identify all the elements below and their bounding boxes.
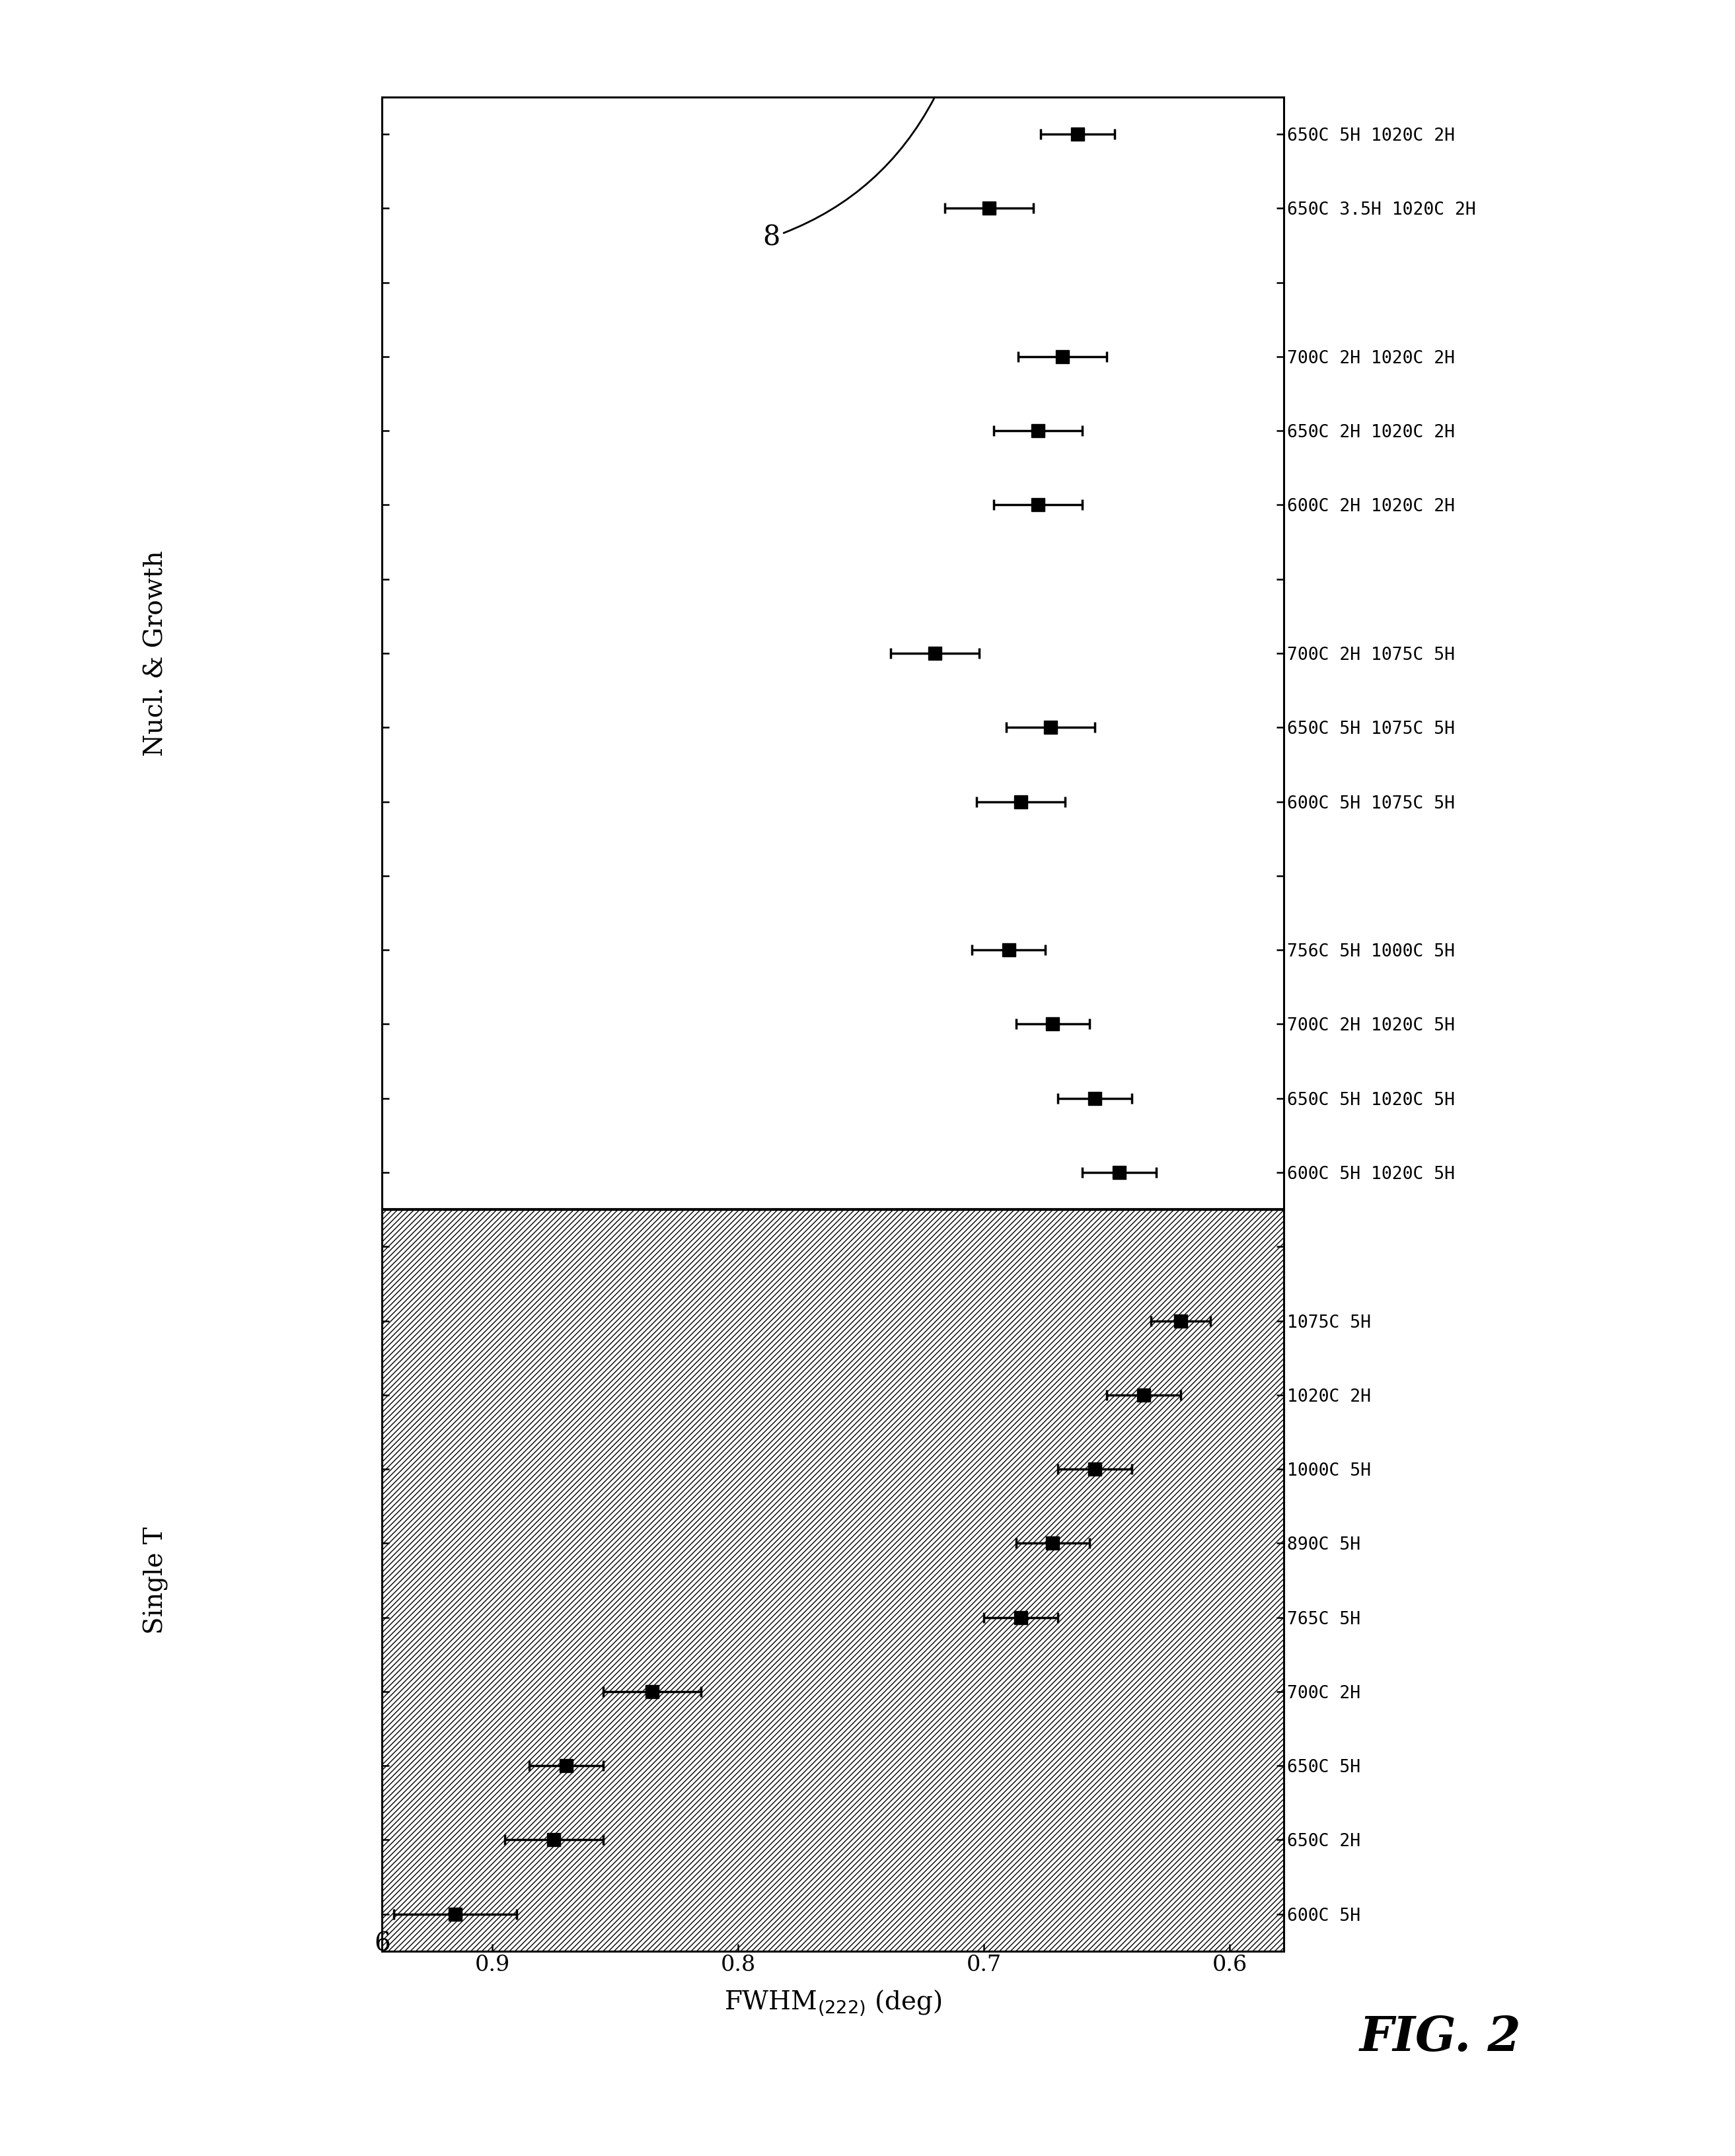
Text: 8: 8 <box>763 99 933 252</box>
Bar <box>382 1210 1284 1951</box>
Text: Nucl. & Growth: Nucl. & Growth <box>144 550 168 757</box>
Text: 6: 6 <box>375 1932 390 1955</box>
Text: Single T: Single T <box>144 1526 168 1634</box>
Text: FIG. 2: FIG. 2 <box>1359 2014 1522 2061</box>
X-axis label: FWHM$_{(222)}$ (deg): FWHM$_{(222)}$ (deg) <box>723 1988 942 2018</box>
